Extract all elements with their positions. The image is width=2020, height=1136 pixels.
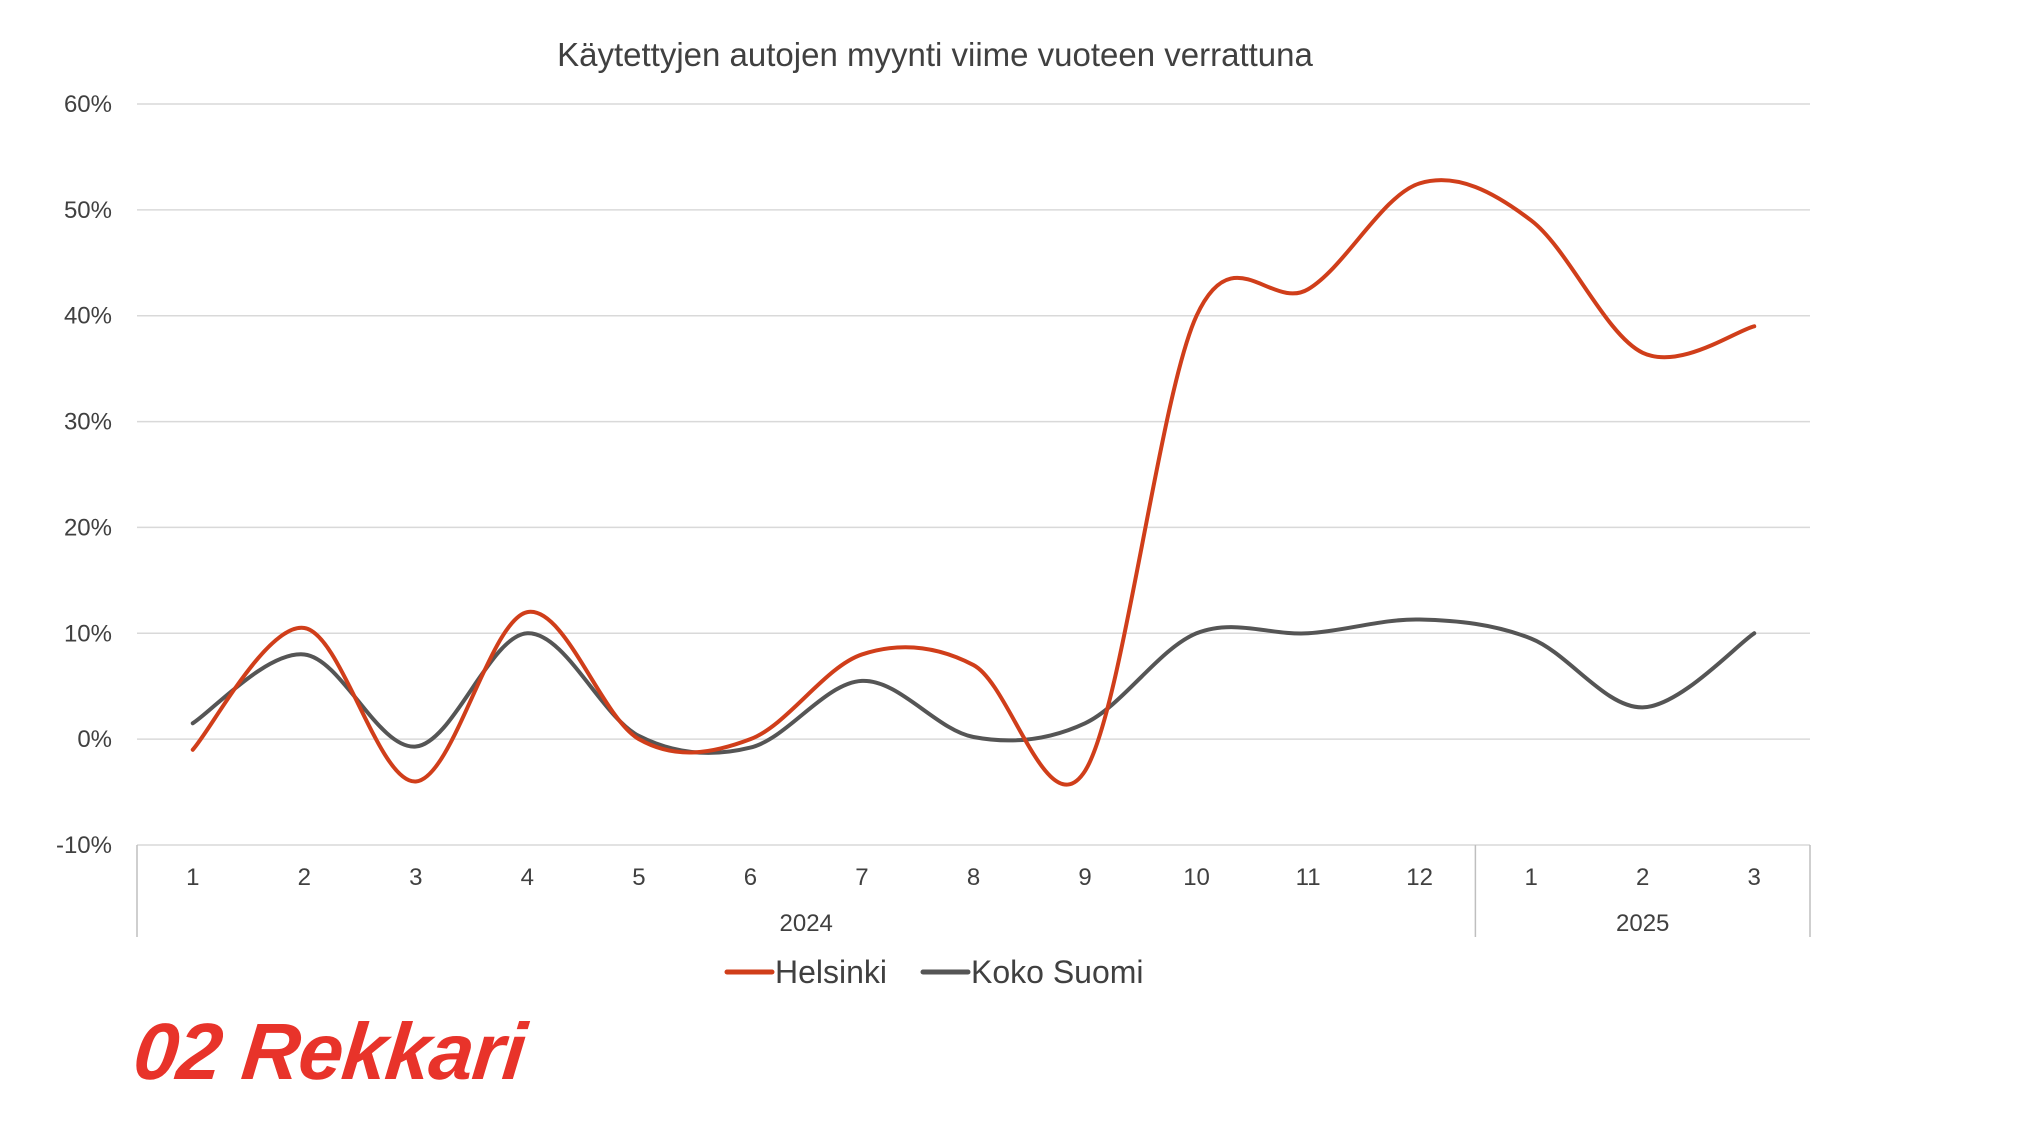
legend: Helsinki Koko Suomi <box>724 954 1144 990</box>
series-line-koko-suomi <box>190 617 1757 755</box>
y-tick-label: 20% <box>64 514 112 541</box>
y-tick-label: 0% <box>77 726 112 753</box>
x-tick-label: 4 <box>521 864 534 891</box>
x-tick-label: 2 <box>298 864 311 891</box>
x-tick-label: 11 <box>1296 864 1321 891</box>
x-tick-label: 2 <box>1636 864 1649 891</box>
brand-logo: 02 Rekkari <box>129 1007 530 1096</box>
x-tick-label: 10 <box>1183 864 1210 891</box>
y-axis-labels: 60% 50% 40% 30% 20% 10% 0% -10% <box>56 91 112 859</box>
x-axis <box>136 845 1811 937</box>
x-tick-label: 1 <box>186 864 199 891</box>
legend-label: Helsinki <box>775 954 887 990</box>
y-tick-label: 10% <box>64 620 112 647</box>
series-line-helsinki <box>190 178 1757 787</box>
x-group-label: 2025 <box>1616 910 1669 937</box>
y-tick-label: 30% <box>64 409 112 436</box>
y-tick-label: 40% <box>64 303 112 330</box>
x-tick-label: 7 <box>855 864 868 891</box>
x-tick-label: 8 <box>967 864 980 891</box>
y-tick-label: 50% <box>64 197 112 224</box>
x-tick-label: 1 <box>1524 864 1537 891</box>
x-tick-label: 6 <box>744 864 757 891</box>
legend-label: Koko Suomi <box>971 954 1144 990</box>
chart-title: Käytettyjen autojen myynti viime vuoteen… <box>557 36 1313 73</box>
series-lines <box>190 178 1757 787</box>
grid-lines <box>137 103 1810 846</box>
x-tick-label: 9 <box>1078 864 1091 891</box>
x-tick-label: 12 <box>1406 864 1433 891</box>
y-tick-label: 60% <box>64 91 112 118</box>
x-group-label: 2024 <box>780 910 833 937</box>
x-tick-label: 3 <box>1748 864 1761 891</box>
x-tick-label: 3 <box>409 864 422 891</box>
y-tick-label: -10% <box>56 832 112 859</box>
x-tick-label: 5 <box>632 864 645 891</box>
